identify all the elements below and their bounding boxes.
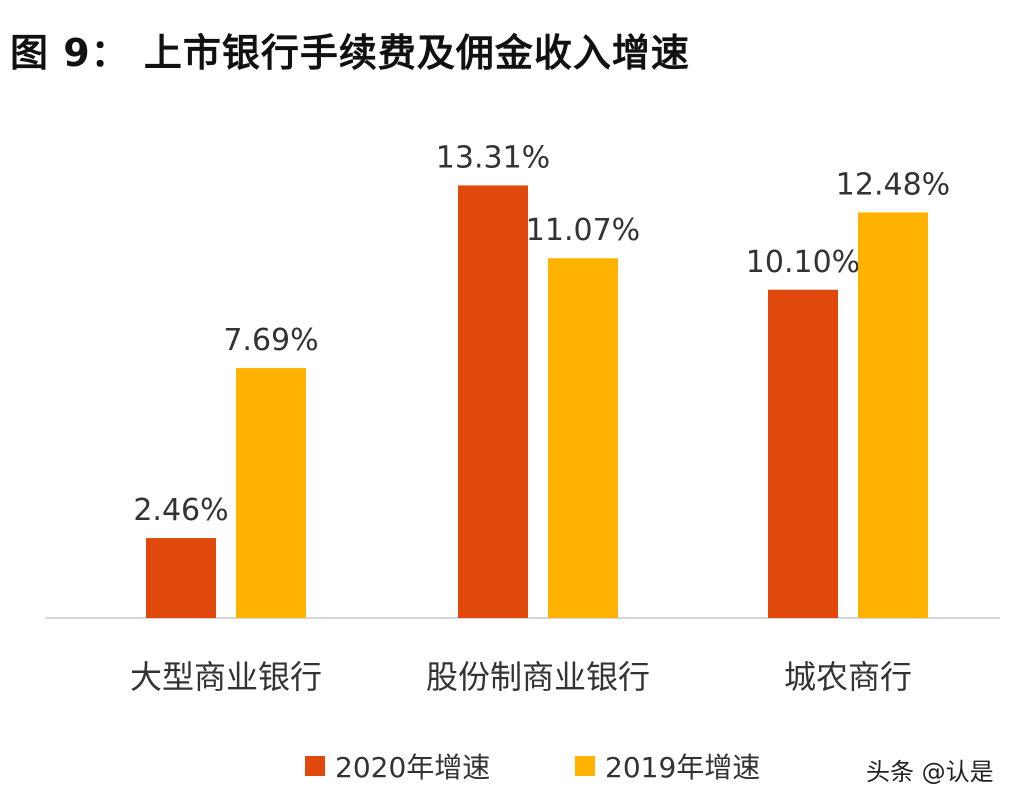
watermark: 头条 @认是	[866, 758, 994, 786]
legend-swatch-1	[575, 756, 595, 776]
legend-label: 2019年增速	[605, 751, 760, 784]
chart-title: 图 9： 上市银行手续费及佣金收入增速	[10, 31, 690, 75]
legend-label: 2020年增速	[335, 751, 490, 784]
data-label: 12.48%	[836, 167, 950, 202]
bar-2020-0	[146, 538, 216, 618]
data-label: 7.69%	[223, 323, 318, 358]
data-label: 11.07%	[526, 213, 640, 248]
bar-2019-2	[858, 212, 928, 618]
data-label: 10.10%	[746, 245, 860, 280]
legend-swatch-0	[305, 756, 325, 776]
x-tick-label: 城农商行	[784, 658, 912, 696]
data-label: 2.46%	[133, 493, 228, 528]
x-tick-label: 大型商业银行	[130, 658, 322, 696]
data-label: 13.31%	[436, 140, 550, 175]
bar-2019-1	[548, 258, 618, 618]
bar-2020-2	[768, 289, 838, 618]
bar-2019-0	[236, 368, 306, 618]
bar-2020-1	[458, 185, 528, 619]
x-tick-label: 股份制商业银行	[426, 658, 650, 696]
